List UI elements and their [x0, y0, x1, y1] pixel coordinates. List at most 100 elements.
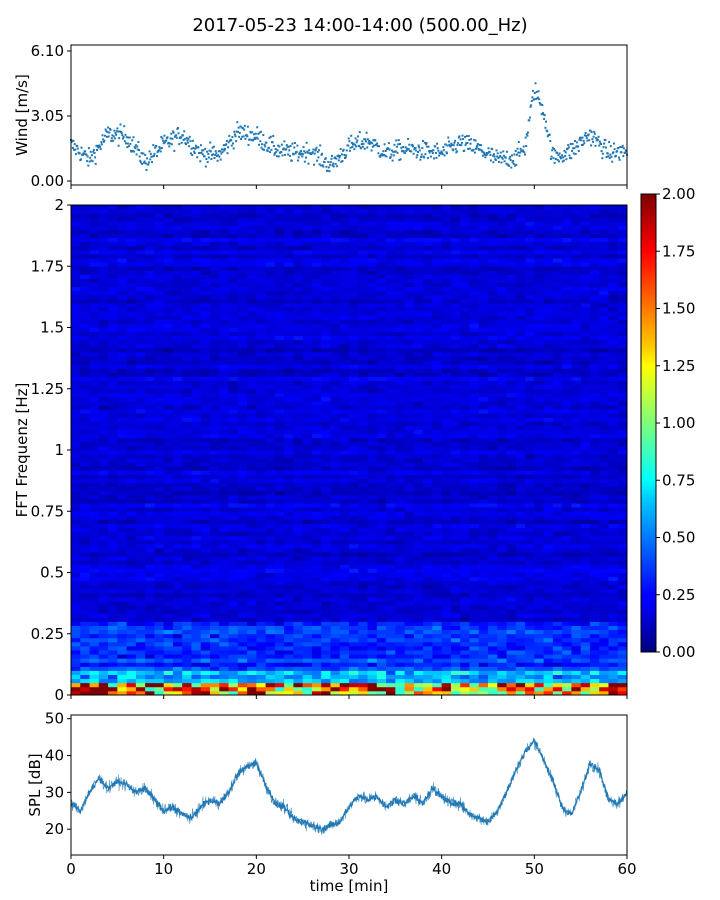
spectrogram-cell	[71, 519, 81, 524]
spectrogram-cell	[89, 441, 100, 447]
wind-point	[413, 148, 416, 151]
spectrogram-cell	[172, 466, 183, 471]
spectrogram-cell	[515, 560, 526, 565]
spectrogram-cell	[71, 625, 81, 631]
spectrogram-cell	[237, 458, 248, 463]
spectrogram-cell	[376, 597, 387, 602]
spectrogram-cell	[478, 662, 489, 667]
spectrogram-cell	[608, 580, 619, 586]
spectrogram-cell	[617, 523, 628, 528]
spectrogram-cell	[358, 507, 368, 512]
spectrogram-cell	[89, 494, 100, 500]
spectrogram-cell	[506, 519, 517, 524]
spectrogram-cell	[386, 511, 396, 516]
spectrogram-cell	[108, 580, 118, 586]
spectrogram-cell	[163, 601, 174, 606]
wind-point	[560, 156, 563, 159]
spectrogram-cell	[506, 445, 517, 451]
spectrogram-cell	[358, 417, 368, 422]
spectrogram-cell	[617, 433, 628, 439]
wind-point	[567, 146, 570, 149]
spectrogram-cell	[330, 588, 341, 594]
spectrogram-cell	[404, 601, 415, 606]
spectrogram-cell	[219, 441, 229, 447]
spectrogram-cell	[256, 556, 266, 561]
spectrogram-cell	[469, 519, 480, 524]
spectrogram-cell	[98, 584, 109, 590]
spectrogram-cell	[191, 450, 202, 455]
spectrogram-cell	[469, 641, 480, 647]
spectrogram-cell	[608, 646, 619, 651]
spectrogram-cell	[247, 507, 257, 512]
spectrogram-cell	[552, 458, 563, 463]
spectrogram-cell	[478, 560, 489, 565]
spectrogram-cell	[237, 678, 248, 684]
spectrogram-cell	[311, 650, 322, 655]
spectrogram-cell	[321, 560, 331, 565]
spectrogram-cell	[154, 641, 165, 647]
spectrogram-cell	[460, 482, 470, 488]
spectrogram-cell	[89, 568, 100, 573]
wind-point	[182, 138, 185, 141]
spectrogram-cell	[108, 548, 118, 553]
spectrogram-cell	[311, 515, 322, 520]
wind-point	[536, 96, 539, 99]
spectrogram-cell	[349, 597, 359, 602]
spectrogram-cell	[580, 674, 591, 680]
spectrogram-cell	[478, 580, 489, 586]
spectrogram-cell	[210, 429, 220, 435]
spectrogram-cell	[247, 625, 257, 631]
spectrogram-cell	[330, 466, 341, 471]
spectrogram-cell	[191, 666, 202, 671]
spectrogram-cell	[117, 588, 127, 594]
spectrogram-cell	[247, 609, 257, 614]
wind-point	[488, 150, 491, 153]
wind-point	[76, 147, 79, 150]
spectrogram-cell	[117, 425, 127, 430]
wind-point	[306, 151, 309, 154]
spectrogram-cell	[488, 511, 498, 516]
spectrogram-cell	[135, 470, 146, 475]
spectrogram-cell	[552, 601, 563, 606]
spectrogram-cell	[89, 576, 100, 582]
spectrogram-cell	[395, 543, 405, 549]
spectrogram-cell	[608, 490, 619, 496]
spectrogram-cell	[284, 588, 294, 594]
spectrogram-cell	[80, 441, 90, 447]
spectrogram-cell	[488, 674, 498, 680]
spectrogram-cell	[98, 470, 109, 475]
spectrogram-cell	[488, 458, 498, 463]
spectrogram-cell	[349, 592, 359, 598]
spectrogram-cell	[172, 658, 183, 663]
spectrogram-cell	[71, 425, 81, 430]
spectrogram-cell	[274, 535, 285, 541]
spectrogram-cell	[395, 629, 405, 635]
wind-point	[528, 116, 531, 119]
spectrogram-cell	[404, 515, 415, 520]
spectrogram-cell	[460, 617, 470, 622]
spectrogram-cell	[562, 470, 572, 475]
spectrogram-cell	[182, 543, 192, 549]
spectrogram-cell	[617, 613, 628, 618]
spectrogram-cell	[256, 650, 266, 655]
spectrogram-cell	[302, 433, 313, 439]
spectrogram-cell	[376, 605, 387, 610]
wind-point	[392, 154, 395, 157]
spectrogram-cell	[497, 507, 507, 512]
spectrogram-cell	[506, 568, 517, 573]
spectrogram-cell	[302, 445, 313, 451]
wind-point	[624, 151, 627, 154]
spectrogram-cell	[599, 458, 609, 463]
spectrogram-cell	[552, 686, 563, 692]
spectrogram-cell	[450, 572, 461, 577]
spectrogram-cell	[589, 433, 600, 439]
spectrogram-cell	[108, 560, 118, 565]
spectrogram-cell	[284, 437, 294, 443]
spectrogram-cell	[367, 568, 378, 573]
spectrogram-cell	[210, 597, 220, 602]
spectrogram-cell	[135, 531, 146, 537]
spectrogram-cell	[469, 654, 480, 659]
wind-point	[280, 143, 283, 146]
spectrogram-cell	[450, 507, 461, 512]
spectrogram-cell	[256, 629, 266, 635]
